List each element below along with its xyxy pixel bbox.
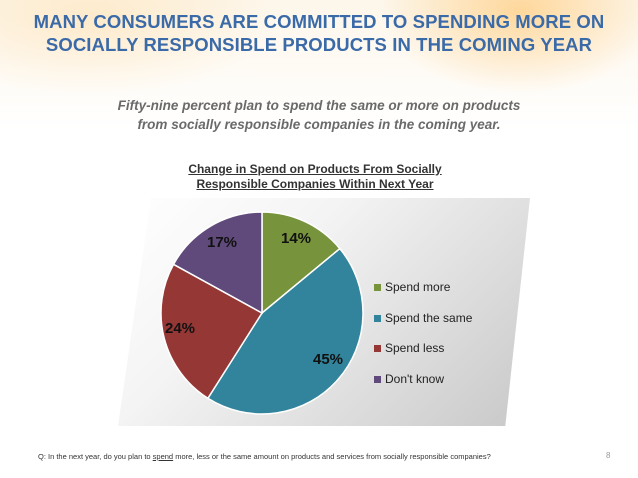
slide-title-line-1: MANY CONSUMERS ARE COMMITTED TO SPENDING…: [33, 11, 605, 32]
footnote-text-start: Q: In the next year, do you plan to: [38, 452, 153, 461]
footnote-underlined-word: spend: [152, 452, 174, 461]
legend-swatch-spend-the-same: [374, 314, 381, 322]
legend-label-spend-less: Spend less: [385, 341, 445, 355]
slide-subtitle: Fifty-nine percent plan to spend the sam…: [60, 96, 578, 134]
legend-item-spend-less: Spend less: [374, 341, 472, 356]
pie-slice-spend-more: [261, 211, 341, 315]
survey-question-footnote: Q: In the next year, do you plan to spen…: [38, 452, 558, 461]
slide-title: MANY CONSUMERS ARE COMMITTED TO SPENDING…: [20, 10, 618, 56]
chart-legend: Spend more Spend the same Spend less Don…: [374, 280, 472, 402]
slide-subtitle-line-2: from socially responsible companies in t…: [137, 117, 501, 132]
pie-slice-spend-less: [160, 263, 264, 400]
legend-item-dont-know: Don't know: [374, 372, 472, 387]
legend-label-dont-know: Don't know: [385, 371, 444, 386]
legend-swatch-spend-more: [374, 284, 381, 291]
pie-slice-dont-know: [172, 211, 263, 315]
legend-label-spend-more: Spend more: [385, 280, 451, 294]
legend-swatch-dont-know: [374, 375, 381, 383]
legend-label-spend-the-same: Spend the same: [385, 310, 473, 325]
legend-item-spend-more: Spend more: [374, 280, 472, 295]
legend-swatch-spend-less: [374, 345, 381, 352]
footnote-text-end: more, less or the same amount on product…: [173, 452, 491, 461]
pie-label-spend-the-same: 45%: [313, 351, 343, 368]
pie-label-spend-less: 24%: [165, 320, 195, 337]
background-glow: [0, 0, 638, 130]
legend-item-spend-the-same: Spend the same: [374, 311, 472, 326]
pie-label-spend-more: 14%: [281, 230, 311, 247]
chart-title-line-2: Responsible Companies Within Next Year: [196, 177, 434, 191]
slide-title-line-2: SOCIALLY RESPONSIBLE PRODUCTS IN THE COM…: [45, 34, 593, 55]
chart-title: Change in Spend on Products From Sociall…: [150, 162, 480, 192]
page-number: 8: [606, 451, 611, 460]
pie-slice-spend-the-same: [206, 247, 364, 415]
chart-title-line-1: Change in Spend on Products From Sociall…: [188, 162, 442, 176]
pie-label-dont-know: 17%: [207, 234, 237, 251]
slide-subtitle-line-1: Fifty-nine percent plan to spend the sam…: [117, 98, 521, 113]
